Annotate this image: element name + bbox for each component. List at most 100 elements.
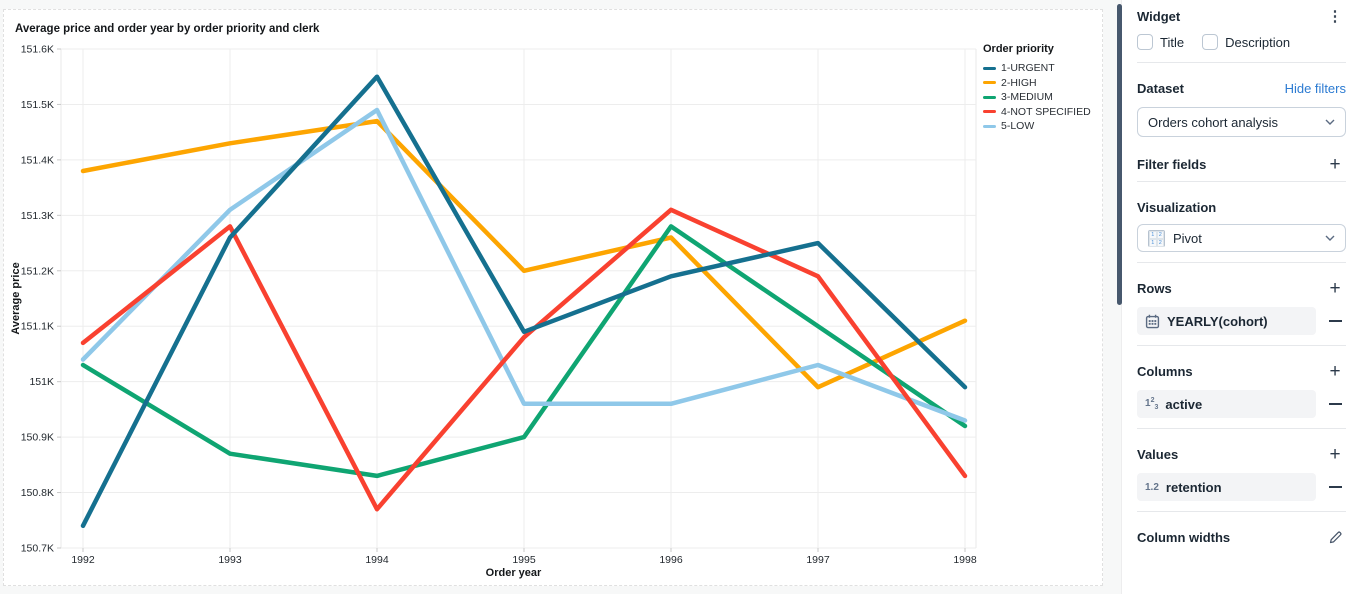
x-tick-label: 1998: [953, 554, 977, 566]
values-item-row: 1.2 retention: [1137, 473, 1346, 501]
legend-swatch: [983, 81, 996, 85]
divider: [1137, 428, 1346, 429]
series-line-5-low[interactable]: [80, 107, 968, 423]
chevron-down-icon: [1325, 235, 1335, 241]
series-line-4-not-specified[interactable]: [80, 207, 968, 512]
legend-entry-4-not-specified[interactable]: 4-NOT SPECIFIED: [983, 105, 1101, 120]
rows-label: Rows: [1137, 280, 1172, 296]
minus-icon: [1328, 320, 1342, 322]
legend-entry-label: 5-LOW: [1001, 120, 1035, 133]
legend-entry-3-medium[interactable]: 3-MEDIUM: [983, 90, 1101, 105]
column-widths-section-header: Column widths: [1137, 526, 1346, 548]
rows-chip-label: YEARLY(cohort): [1167, 313, 1268, 329]
divider: [1137, 62, 1346, 63]
add-row-button[interactable]: +: [1324, 277, 1346, 299]
visualization-label: Visualization: [1137, 199, 1217, 215]
columns-section-header: Columns +: [1137, 360, 1346, 382]
filter-fields-section-header: Filter fields +: [1137, 153, 1346, 175]
x-tick-label: 1995: [512, 554, 536, 566]
widget-toggles: Title Description: [1137, 33, 1346, 51]
add-value-button[interactable]: +: [1324, 443, 1346, 465]
rows-chip-yearly-cohort[interactable]: YEARLY(cohort): [1137, 307, 1316, 335]
legend-title: Order priority: [983, 43, 1054, 55]
chevron-down-icon: [1325, 119, 1335, 125]
dataset-section-header: Dataset Hide filters: [1137, 77, 1346, 99]
legend-entry-label: 3-MEDIUM: [1001, 91, 1053, 104]
pencil-icon: [1329, 531, 1341, 543]
plus-icon: +: [1329, 277, 1341, 299]
values-chip-retention[interactable]: 1.2 retention: [1137, 473, 1316, 501]
settings-sidebar: Widget ⋮ Title Description Dataset Hide …: [1122, 0, 1358, 594]
plus-icon: +: [1329, 153, 1341, 175]
plus-icon: +: [1329, 443, 1341, 465]
filter-fields-label: Filter fields: [1137, 156, 1207, 172]
columns-chip-label: active: [1165, 396, 1203, 412]
series-line-3-medium[interactable]: [80, 224, 968, 479]
legend-entry-2-high[interactable]: 2-HIGH: [983, 76, 1101, 91]
column-widths-label: Column widths: [1137, 529, 1231, 545]
x-tick-label: 1994: [365, 554, 389, 566]
edit-column-widths-button[interactable]: [1324, 526, 1346, 548]
remove-column-button[interactable]: [1324, 393, 1346, 415]
widget-title: Widget: [1137, 8, 1181, 24]
legend-entry-1-urgent[interactable]: 1-URGENT: [983, 61, 1101, 76]
minus-icon: [1328, 486, 1342, 488]
add-column-button[interactable]: +: [1324, 360, 1346, 382]
calendar-icon: [1145, 314, 1160, 328]
divider: [1137, 345, 1346, 346]
numeric-12-icon: 1.2: [1145, 481, 1159, 493]
y-tick-label: 150.8K: [21, 487, 54, 499]
legend-swatch: [983, 66, 996, 70]
kebab-icon: ⋮: [1327, 8, 1343, 25]
values-section-header: Values +: [1137, 443, 1346, 465]
series-line-1-urgent[interactable]: [80, 74, 968, 529]
title-checkbox[interactable]: [1137, 34, 1153, 50]
divider: [1137, 262, 1346, 263]
x-tick-label: 1993: [218, 554, 242, 566]
visualization-select-value: Pivot: [1173, 230, 1202, 246]
y-tick-label: 151.1K: [21, 321, 54, 333]
legend-entry-label: 2-HIGH: [1001, 76, 1037, 89]
y-axis-title: Average price: [10, 262, 22, 334]
plus-icon: +: [1329, 360, 1341, 382]
legend-entries: 1-URGENT 2-HIGH 3-MEDIUM 4-NOT SPECIFIED 5-L…: [983, 61, 1101, 134]
legend-swatch: [983, 95, 996, 99]
legend-entry-label: 4-NOT SPECIFIED: [1001, 105, 1091, 118]
columns-chip-active[interactable]: 123 active: [1137, 390, 1316, 418]
series-line-2-high[interactable]: [80, 118, 968, 390]
numeric-123-icon: 123: [1145, 397, 1159, 411]
y-tick-label: 151.5K: [21, 99, 54, 111]
remove-row-button[interactable]: [1324, 310, 1346, 332]
divider: [1137, 511, 1346, 512]
visualization-section-header: Visualization: [1137, 196, 1346, 218]
rows-item-row: YEARLY(cohort): [1137, 307, 1346, 335]
legend-entry-5-low[interactable]: 5-LOW: [983, 119, 1101, 134]
x-tick-label: 1992: [71, 554, 95, 566]
line-chart: 151.6K 151.5K 151.4K 151.3K 151.2K 151.1K 151K…: [10, 44, 977, 580]
y-tick-label: 151K: [29, 376, 54, 388]
dataset-select-value: Orders cohort analysis: [1148, 114, 1279, 130]
dataset-select[interactable]: Orders cohort analysis: [1137, 107, 1346, 137]
description-checkbox-label: Description: [1225, 34, 1291, 50]
divider: [1137, 181, 1346, 182]
description-checkbox[interactable]: [1202, 34, 1219, 50]
y-tick-label: 150.9K: [21, 432, 54, 444]
y-tick-label: 150.7K: [21, 543, 54, 555]
x-axis-title: Order year: [486, 567, 542, 579]
columns-item-row: 123 active: [1137, 390, 1346, 418]
title-checkbox-label: Title: [1160, 34, 1185, 50]
remove-value-button[interactable]: [1324, 476, 1346, 498]
hide-filters-link[interactable]: Hide filters: [1284, 80, 1346, 96]
y-tick-label: 151.2K: [21, 265, 54, 277]
x-tick-label: 1997: [806, 554, 830, 566]
y-tick-label: 151.3K: [21, 210, 54, 222]
dataset-label: Dataset: [1137, 80, 1184, 96]
add-filter-field-button[interactable]: +: [1324, 153, 1346, 175]
chart-legend: Order priority 1-URGENT 2-HIGH 3-MEDIUM 4-N…: [983, 43, 1101, 134]
sidebar-scrollbar[interactable]: [1117, 4, 1122, 305]
values-chip-label: retention: [1165, 479, 1222, 495]
widget-menu-button[interactable]: ⋮: [1324, 5, 1346, 27]
chart-card: Average price and order year by order pr…: [3, 9, 1103, 586]
